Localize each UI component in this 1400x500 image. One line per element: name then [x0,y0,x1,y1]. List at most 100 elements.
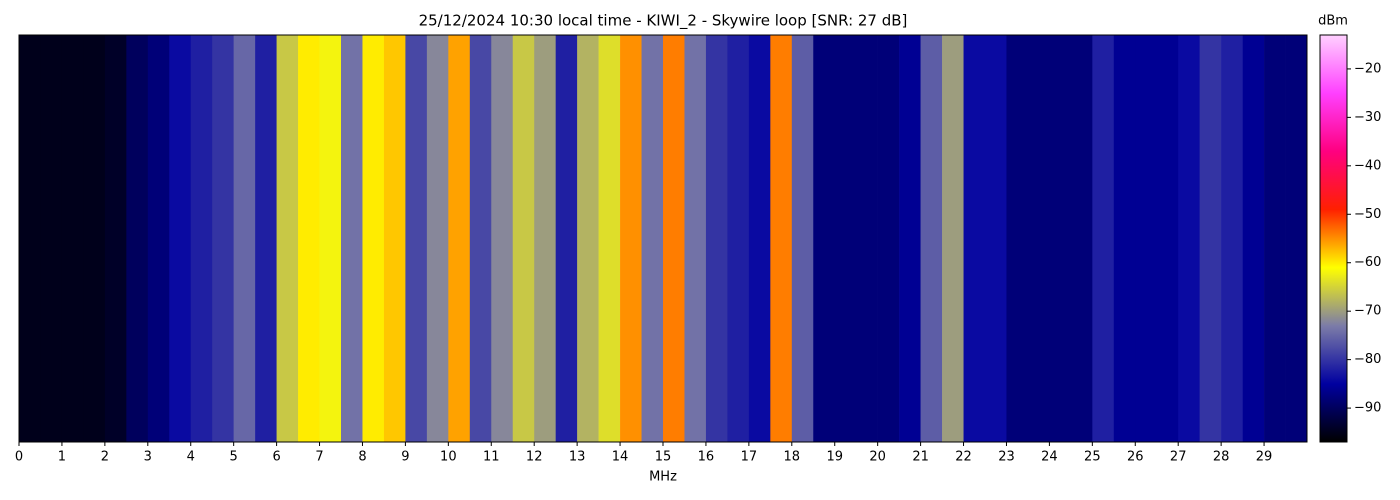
colorbar-tick-label: −50 [1354,207,1381,222]
spectrum-cell [1070,35,1093,442]
spectrum-cell [341,35,363,442]
spectrum-cell [491,35,514,442]
spectrum-cell [1242,35,1265,442]
x-tick-label: 6 [272,450,280,465]
x-tick-label: 24 [1041,450,1058,465]
spectrum-cell [1113,35,1136,442]
x-tick-label: 9 [401,450,409,465]
x-tick-label: 25 [1084,450,1101,465]
x-tick-label: 15 [655,450,672,465]
spectrum-cell [1156,35,1179,442]
spectrum-cell [985,35,1007,442]
colorbar-tick-label: −30 [1354,110,1381,125]
spectrum-cell [276,35,299,442]
x-tick-label: 2 [101,450,109,465]
x-tick-label: 22 [955,450,972,465]
spectrum-cell [684,35,707,442]
spectrum-cell [426,35,449,442]
x-axis-label: MHz [649,470,677,485]
spectrum-cell [877,35,900,442]
spectrum-cell [147,35,170,442]
spectrum-cell [104,35,127,442]
x-tick-label: 3 [144,450,152,465]
spectrum-cell [620,35,642,442]
spectrum-cell [1264,35,1286,442]
x-tick-label: 12 [526,450,543,465]
spectrum-cell [1135,35,1158,442]
spectrum-cell [1178,35,1200,442]
colorbar-tick-label: −90 [1354,401,1381,416]
spectrum-cell [856,35,878,442]
colorbar [1319,34,1348,443]
spectrum-cell [577,35,599,442]
spectrum-cell [1285,35,1308,442]
spectrum-cell [598,35,621,442]
spectrum-cell [83,35,106,442]
spectrum-cell [190,35,213,442]
spectrum-cell [383,35,406,442]
x-tick-label: 29 [1256,450,1273,465]
x-tick-label: 17 [741,450,758,465]
spectrum-cell [963,35,986,442]
spectrum-cell [469,35,492,442]
x-tick-label: 16 [698,450,715,465]
x-tick-label: 26 [1127,450,1144,465]
spectrum-cell [1027,35,1050,442]
x-tick-label: 20 [869,450,886,465]
x-tick-label: 11 [483,450,500,465]
colorbar-tick-label: −80 [1354,352,1381,367]
chart-title: 25/12/2024 10:30 local time - KIWI_2 - S… [419,12,908,31]
spectrum-cell [233,35,256,442]
spectrum-cell [126,35,149,442]
spectrum-cell [748,35,771,442]
spectrum-cell [40,35,63,442]
x-tick-label: 7 [315,450,323,465]
spectrum-cell [705,35,728,442]
x-tick-label: 14 [612,450,629,465]
spectrum-cell [1092,35,1115,442]
colorbar-tick-label: −40 [1354,158,1381,173]
spectrum-cell [770,35,793,442]
x-tick-label: 0 [15,450,23,465]
spectrum-cell [255,35,277,442]
spectrum-cell [1049,35,1072,442]
x-tick-label: 23 [998,450,1015,465]
spectrum-cell [362,35,385,442]
spectrum-cell [791,35,814,442]
spectrum-cell [1006,35,1029,442]
spectrum-cell [319,35,342,442]
spectrum-cell [813,35,836,442]
spectrum-cell [555,35,578,442]
colorbar-tick-label: −20 [1354,61,1381,76]
x-tick-label: 8 [358,450,366,465]
x-tick-label: 21 [912,450,929,465]
spectrum-cell [448,35,471,442]
x-tick-label: 10 [440,450,457,465]
colorbar-label: dBm [1318,14,1348,29]
x-tick-label: 27 [1170,450,1187,465]
x-tick-label: 28 [1213,450,1230,465]
x-tick-label: 13 [569,450,586,465]
spectrum-cell [1199,35,1222,442]
spectrum-cell [169,35,192,442]
spectrum-cell [942,35,964,442]
x-tick-label: 5 [230,450,238,465]
spectrum-cell [920,35,943,442]
spectrum-cell [61,35,84,442]
spectrum-cell [727,35,750,442]
spectrum-cell [899,35,921,442]
colorbar-tick-label: −70 [1354,304,1381,319]
spectrum-cell [663,35,685,442]
spectrum-cell [405,35,428,442]
spectrum-cell [212,35,234,442]
x-tick-label: 19 [826,450,843,465]
x-tick-label: 18 [784,450,801,465]
x-tick-label: 1 [58,450,66,465]
spectrum-cell [641,35,664,442]
spectrum-cell [534,35,556,442]
spectrum-cell [298,35,320,442]
colorbar-tick-label: −60 [1354,255,1381,270]
spectrum-cell [834,35,857,442]
spectrum-cell [1221,35,1243,442]
